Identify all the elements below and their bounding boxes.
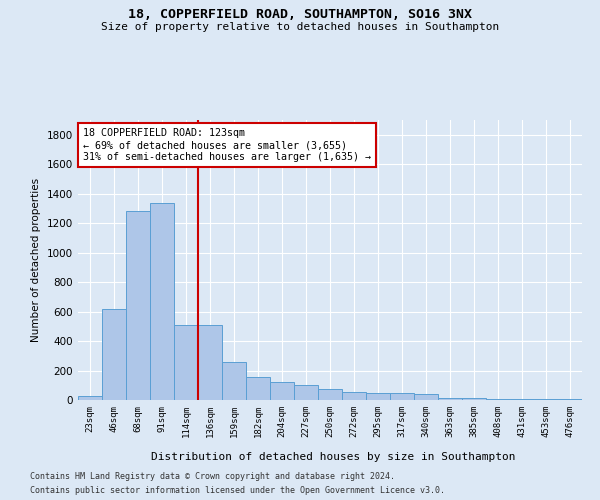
Text: Distribution of detached houses by size in Southampton: Distribution of detached houses by size … [151, 452, 515, 462]
Bar [366, 394, 390, 400]
Bar [342, 392, 366, 400]
Bar [294, 386, 318, 400]
Y-axis label: Number of detached properties: Number of detached properties [31, 178, 41, 342]
Bar [486, 398, 510, 400]
Bar [318, 389, 342, 400]
Bar [174, 325, 198, 400]
Text: Contains HM Land Registry data © Crown copyright and database right 2024.: Contains HM Land Registry data © Crown c… [30, 472, 395, 481]
Bar [438, 398, 462, 400]
Bar [222, 362, 246, 400]
Bar [390, 394, 414, 400]
Bar [102, 308, 126, 400]
Text: 18 COPPERFIELD ROAD: 123sqm
← 69% of detached houses are smaller (3,655)
31% of : 18 COPPERFIELD ROAD: 123sqm ← 69% of det… [83, 128, 371, 162]
Text: 18, COPPERFIELD ROAD, SOUTHAMPTON, SO16 3NX: 18, COPPERFIELD ROAD, SOUTHAMPTON, SO16 … [128, 8, 472, 20]
Text: Size of property relative to detached houses in Southampton: Size of property relative to detached ho… [101, 22, 499, 32]
Bar [270, 382, 294, 400]
Bar [126, 212, 150, 400]
Bar [510, 399, 534, 400]
Bar [558, 399, 582, 400]
Bar [246, 377, 270, 400]
Bar [414, 394, 438, 400]
Bar [150, 202, 174, 400]
Bar [78, 396, 102, 400]
Bar [462, 398, 486, 400]
Text: Contains public sector information licensed under the Open Government Licence v3: Contains public sector information licen… [30, 486, 445, 495]
Bar [198, 325, 222, 400]
